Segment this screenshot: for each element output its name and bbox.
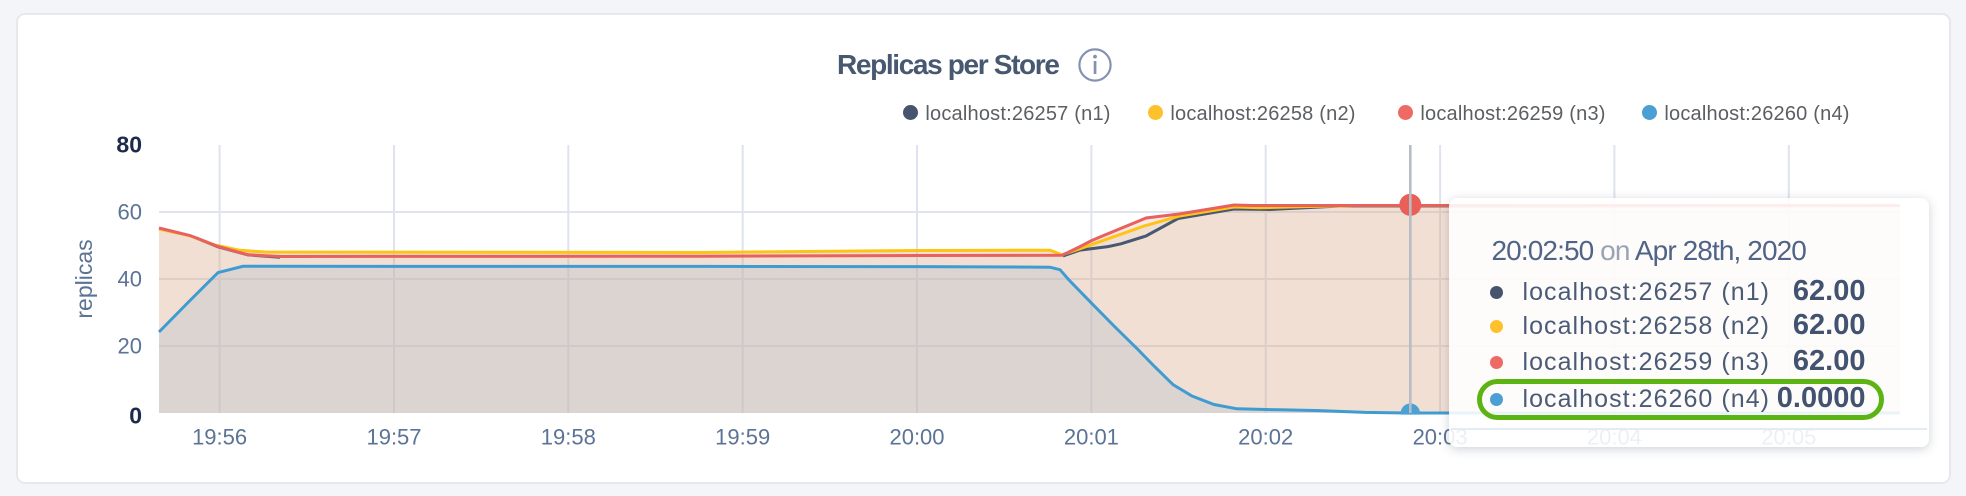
- svg-text:80: 80: [116, 132, 142, 158]
- svg-text:40: 40: [118, 267, 142, 292]
- svg-text:19:57: 19:57: [366, 425, 421, 450]
- svg-text:19:58: 19:58: [541, 425, 596, 450]
- svg-text:19:59: 19:59: [715, 425, 770, 450]
- svg-text:replicas: replicas: [71, 239, 97, 318]
- svg-text:20: 20: [118, 334, 142, 359]
- svg-text:20:00: 20:00: [889, 425, 944, 450]
- svg-text:20:01: 20:01: [1064, 425, 1119, 450]
- svg-text:20:02: 20:02: [1238, 425, 1293, 450]
- svg-text:19:56: 19:56: [192, 425, 247, 450]
- svg-text:60: 60: [118, 200, 142, 225]
- svg-text:0: 0: [129, 403, 142, 429]
